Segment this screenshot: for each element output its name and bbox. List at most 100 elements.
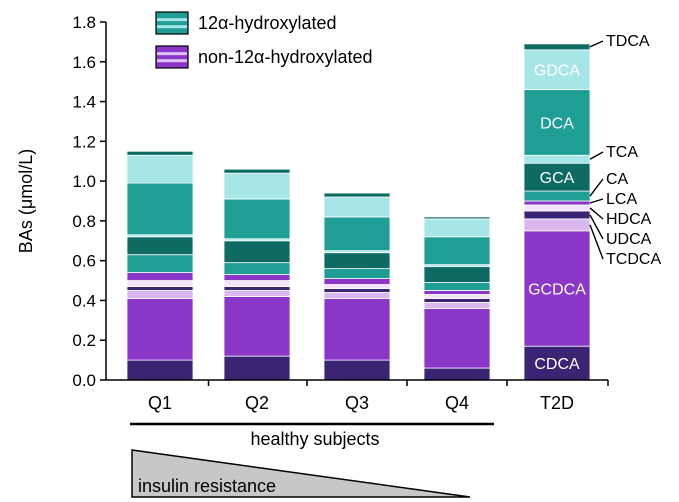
bar-segment-gcdca-q2 — [223, 296, 291, 357]
bar-segment-tcdca-q4 — [423, 302, 491, 309]
bar-segment-dca-q4 — [423, 236, 491, 266]
bar-segment-hdca-q4 — [423, 294, 491, 299]
side-label-tdca: TDCA — [606, 33, 650, 50]
y-tick-label: 0.6 — [72, 252, 96, 271]
bar-segment-gdca-q4 — [423, 218, 491, 238]
bars-layer — [126, 43, 591, 381]
bar-segment-dca-q3 — [323, 216, 391, 252]
y-tick-label: 0.8 — [72, 212, 96, 231]
bar-segment-ca-t2d — [523, 190, 591, 202]
bar-segment-tca-t2d — [523, 154, 591, 164]
bar-segment-gca-t2d — [523, 162, 591, 192]
bar-segment-gca-q3 — [323, 252, 391, 270]
segment-label-dca: DCA — [540, 115, 574, 132]
bar-segment-cdca-q2 — [223, 355, 291, 381]
bar-segment-lca-q3 — [323, 278, 391, 285]
bar-segment-lca-q2 — [223, 274, 291, 281]
y-tick-label: 1.4 — [72, 93, 96, 112]
bar-segment-tdca-q1 — [126, 150, 194, 156]
bar-segment-lca-t2d — [523, 200, 591, 206]
healthy-subjects-label: healthy subjects — [250, 429, 379, 449]
side-label-tca: TCA — [606, 144, 638, 161]
bar-segment-gdca-q1 — [126, 154, 194, 184]
bar-segment-tcdca-q3 — [323, 292, 391, 299]
bar-segment-udca-q4 — [423, 298, 491, 303]
bar-segment-udca-q3 — [323, 288, 391, 293]
leader-line-lca — [589, 198, 604, 204]
segment-label-gdca: GDCA — [534, 63, 581, 80]
bar-segment-dca-t2d — [523, 89, 591, 156]
bar-segment-hdca-q3 — [323, 284, 391, 289]
bar-segment-tdca-t2d — [523, 43, 591, 51]
y-axis-label: BAs (μmol/L) — [16, 149, 36, 253]
bar-segment-dca-q2 — [223, 198, 291, 240]
leader-line-hdca — [589, 207, 604, 220]
bar-segment-gdca-t2d — [523, 49, 591, 91]
bar-segment-cdca-q4 — [423, 367, 491, 381]
bar-segment-tcdca-t2d — [523, 218, 591, 232]
bar-segment-tdca-q3 — [323, 192, 391, 198]
bar-segment-udca-q1 — [126, 286, 194, 291]
legend-entry-label: non-12α-hydroxylated — [198, 47, 373, 67]
bar-segment-gca-q4 — [423, 266, 491, 283]
side-label-hdca: HDCA — [606, 211, 652, 228]
side-label-ca: CA — [606, 171, 629, 188]
x-category-label: Q2 — [245, 393, 269, 413]
bar-segment-lca-q1 — [126, 272, 194, 281]
bar-segment-lca-q4 — [423, 290, 491, 295]
bar-segment-ca-q1 — [126, 254, 194, 273]
x-category-label: T2D — [540, 393, 574, 413]
y-tick-label: 0.2 — [72, 331, 96, 350]
bar-segment-tdca-q2 — [223, 168, 291, 174]
bar-segment-gcdca-t2d — [523, 230, 591, 347]
bar-segment-hdca-q2 — [223, 280, 291, 287]
legend-swatch-stripe — [157, 18, 187, 22]
y-tick-label: 1.8 — [72, 13, 96, 32]
bar-segment-gca-q2 — [223, 240, 291, 264]
t2d-inside-labels: CDCA GCDCA GCA DCA GDCA — [528, 63, 586, 373]
y-tick-label: 1.6 — [72, 53, 96, 72]
side-label-lca: LCA — [606, 191, 637, 208]
legend-entry-label: 12α-hydroxylated — [198, 13, 336, 33]
bar-segment-cdca-q3 — [323, 359, 391, 381]
bar-segment-ca-q4 — [423, 282, 491, 291]
bar-segment-tdca-q4 — [423, 216, 491, 220]
bar-segment-ca-q2 — [223, 262, 291, 275]
bar-segment-udca-t2d — [523, 210, 591, 220]
y-tick-label: 0.0 — [72, 371, 96, 390]
side-label-udca: UDCA — [606, 231, 652, 248]
y-ticks: 0.0 0.2 0.4 0.6 0.8 1.0 1.2 1.4 1.6 1.8 — [72, 13, 106, 390]
bar-segment-dca-q1 — [126, 182, 194, 236]
y-tick-label: 1.0 — [72, 172, 96, 191]
segment-label-gcdca: GCDCA — [528, 282, 586, 299]
x-category-label: Q3 — [345, 393, 369, 413]
legend-swatch — [155, 11, 189, 35]
bar-segment-hdca-q1 — [126, 280, 194, 287]
segment-label-gca: GCA — [540, 170, 575, 187]
legend-swatch-stripe — [157, 59, 187, 63]
bar-segment-gdca-q2 — [223, 172, 291, 200]
t2d-side-labels: TDCA TCA CA LCA HDCA UDCA TCDCA — [589, 33, 661, 268]
leader-line-tcdca — [589, 224, 604, 260]
leader-line-tdca — [589, 40, 604, 48]
legend: 12α-hydroxylated non-12α-hydroxylated — [155, 11, 373, 69]
bar-segment-gca-q1 — [126, 236, 194, 256]
leader-line-ca — [589, 178, 604, 197]
bar-segment-cdca-t2d — [523, 345, 591, 381]
bar-segment-gcdca-q4 — [423, 307, 491, 369]
insulin-resistance-wedge — [131, 449, 471, 498]
y-tick-label: 1.2 — [72, 132, 96, 151]
bar-segment-cdca-q1 — [126, 359, 194, 381]
bar-segment-gcdca-q1 — [126, 298, 194, 361]
leader-line-tca — [589, 151, 604, 160]
legend-swatch — [155, 45, 189, 69]
bar-segment-gdca-q3 — [323, 196, 391, 218]
bar-segment-tcdca-q2 — [223, 290, 291, 297]
bar-segment-ca-q3 — [323, 268, 391, 279]
bar-segment-udca-q2 — [223, 286, 291, 291]
segment-label-cdca: CDCA — [534, 356, 580, 373]
y-tick-label: 0.4 — [72, 291, 96, 310]
legend-swatch-stripe — [157, 25, 187, 29]
bar-segment-hdca-t2d — [523, 204, 591, 212]
insulin-resistance-label: insulin resistance — [138, 476, 276, 496]
